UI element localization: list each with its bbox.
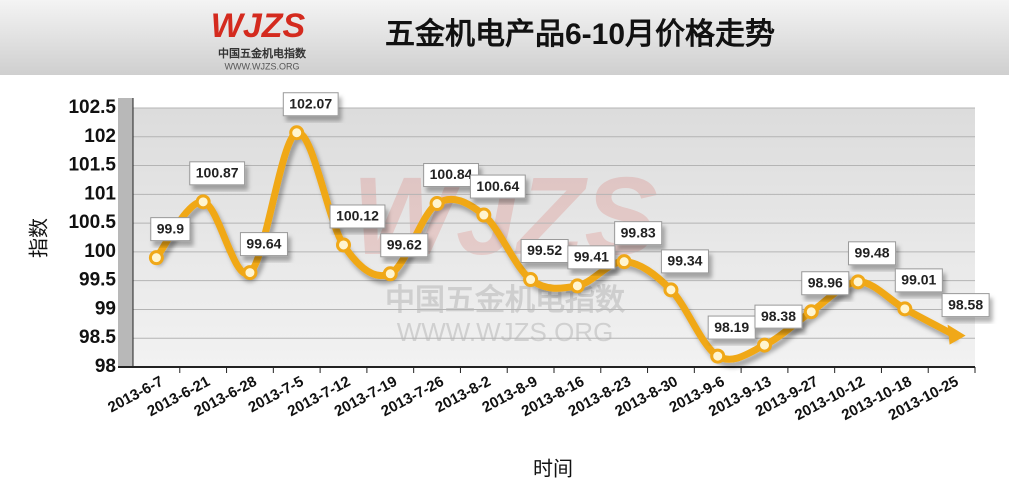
point [148,250,164,266]
value-label-bg [848,241,897,266]
logo-name: 中国五金机电指数 [218,46,307,60]
value-label-box: 100.64 [469,174,526,199]
point [242,265,258,281]
value-label-bg [801,271,850,296]
point [757,337,772,353]
x-axis-label: 时间 [533,457,573,480]
value-label: 99.83 [621,224,656,240]
value-label-box: 100.87 [189,161,246,186]
y-tick-label: 99 [95,298,116,319]
y-tick-label: 102 [84,126,116,147]
value-label: 99.52 [527,242,562,258]
arrow-head [947,324,966,345]
value-label: 100.12 [336,208,379,224]
value-label-box: 99.62 [380,233,429,258]
value-label: 99.9 [157,220,184,236]
point [850,274,866,290]
value-label-bg [754,304,803,329]
value-label-box: 99.52 [520,239,569,264]
point [523,272,539,288]
point [429,196,445,212]
y-tick-label: 98.5 [79,327,116,348]
value-label: 100.64 [476,178,519,194]
value-label-bg [894,268,943,293]
value-label: 99.41 [574,249,609,265]
value-label: 98.58 [948,296,983,312]
point [663,282,679,298]
value-label-box: 99.83 [614,221,663,246]
header-band [0,0,1009,75]
value-label-box: 99.34 [660,249,709,274]
value-label: 99.62 [387,236,422,252]
value-label-box: 100.12 [329,204,386,229]
value-label-bg [150,217,191,242]
point [803,304,819,320]
value-label-bg [380,233,429,258]
point [897,301,913,317]
point [336,237,351,253]
logo-url: WWW.WJZS.ORG [225,61,300,71]
value-label: 99.48 [855,245,890,261]
point [382,266,398,282]
value-label-box: 100.84 [423,163,479,188]
value-label-bg [614,221,663,246]
value-label-bg [469,174,526,199]
y-tick-label: 101 [84,183,116,204]
y-tick-label: 102.5 [68,97,116,118]
value-label: 98.96 [808,274,843,290]
point [710,348,726,364]
y-tick-label: 98 [95,356,116,377]
value-label-box: 98.38 [754,304,803,329]
value-label-box: 99.01 [894,268,943,293]
watermark-name: 中国五金机电指数 [385,283,626,317]
value-label: 99.01 [901,272,936,288]
value-label: 100.84 [430,166,473,182]
chart-title: 五金机电产品6-10月价格走势 [385,17,775,51]
value-label-box: 99.41 [567,245,616,270]
value-label-bg [567,245,616,270]
point [569,278,585,294]
y-tick-label: 99.5 [79,270,116,291]
value-label: 98.19 [714,319,749,335]
value-label-bg [941,293,990,318]
value-label-box: 99.64 [239,232,288,257]
point [195,194,211,210]
value-label-box: 98.58 [941,293,990,318]
point [616,254,632,270]
value-label-bg [329,204,386,229]
y-axis-label: 指数 [27,218,50,258]
logo-brand: WJZS [211,7,306,45]
value-label: 102.07 [289,95,332,111]
value-label-box: 99.9 [150,217,191,242]
point [289,125,305,141]
value-label-box: 98.96 [801,271,850,296]
value-label: 99.34 [667,253,702,269]
point [476,207,492,223]
left-wall [118,98,133,366]
value-label-bg [660,249,709,274]
y-tick-label: 100.5 [68,212,116,233]
value-label-box: 98.19 [707,315,756,340]
value-label-bg [282,92,339,117]
y-tick-label: 101.5 [68,155,116,176]
value-label-box: 99.48 [848,241,897,266]
value-label: 100.87 [196,165,239,181]
value-label: 98.38 [761,308,796,324]
watermark-url: WWW.WJZS.ORG [397,317,614,347]
value-label-box: 102.07 [282,92,339,117]
value-label: 99.64 [246,235,281,251]
y-tick-label: 100 [84,241,116,262]
value-label-bg [189,161,246,186]
value-label-bg [239,232,288,257]
